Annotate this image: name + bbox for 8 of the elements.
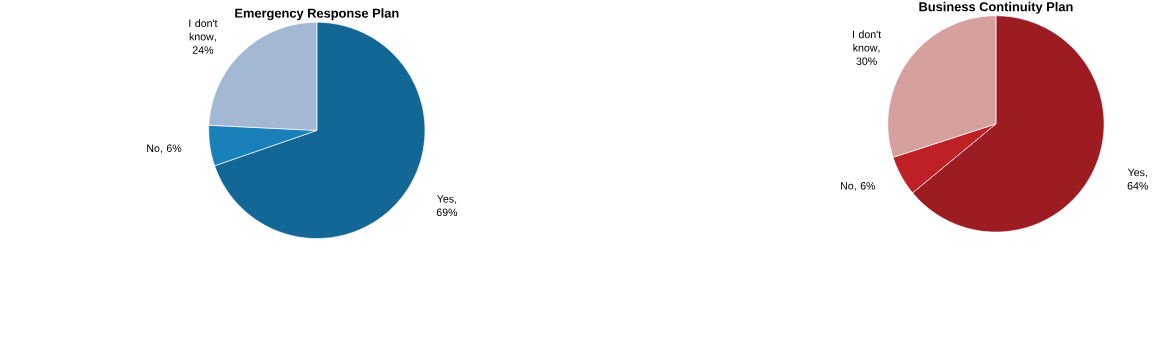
chart-title: Emergency Response Plan bbox=[235, 8, 399, 21]
slice-label: No bbox=[841, 182, 854, 190]
slice-label: Yes bbox=[1127, 168, 1145, 177]
data-label: , 6% bbox=[854, 182, 876, 191]
slice-label: Yes bbox=[437, 195, 454, 203]
chart-title: Business Continuity Plan bbox=[919, 1, 1073, 14]
slice-label: No bbox=[147, 144, 160, 152]
data-label: , 6% bbox=[160, 144, 182, 154]
